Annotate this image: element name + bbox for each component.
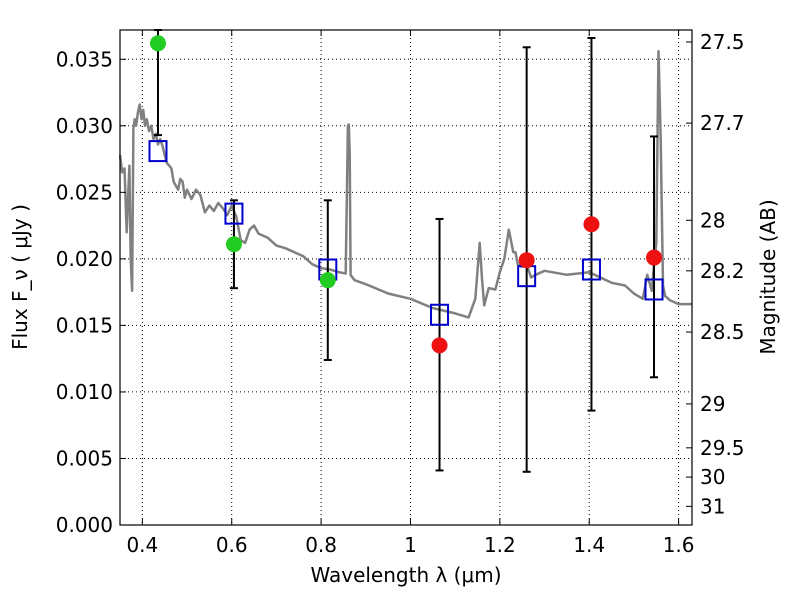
model-square: [148, 140, 168, 163]
right-tick-label: 29.5: [700, 436, 745, 460]
right-tick-label: 28.5: [700, 320, 745, 344]
right-magnitude-labels: 27.5 27.7 28 28.2 28.5 29 29.5 30 31: [700, 30, 745, 518]
model-square: [581, 258, 601, 281]
y-tick-label: 0.015: [56, 313, 113, 337]
green-point: [319, 272, 336, 289]
x-tick-label: 1: [404, 533, 417, 557]
red-point: [518, 252, 535, 269]
plot-frame: [119, 29, 693, 526]
red-point: [646, 249, 663, 266]
right-tick-label: 29: [700, 392, 725, 416]
red-point: [583, 216, 600, 233]
x-tick-labels: 0.4 0.6 0.8 1 1.2 1.4 1.6: [126, 533, 694, 557]
right-tick-label: 28.2: [700, 259, 745, 283]
y-tick-label: 0.025: [56, 180, 113, 204]
right-tick-label: 27.5: [700, 30, 745, 54]
right-tick-label: 27.7: [700, 111, 745, 135]
red-point: [431, 337, 448, 354]
y-axis-title: Flux F_ν ( μJy ): [8, 204, 32, 350]
right-axis-title: Magnitude (AB): [756, 199, 780, 354]
model-square: [224, 202, 244, 225]
sed-template-line: [118, 50, 692, 319]
x-tick-label: 1.6: [663, 533, 695, 557]
x-tick-label: 0.4: [126, 533, 158, 557]
right-tick-label: 31: [700, 494, 725, 518]
y-tick-label: 0.030: [56, 114, 113, 138]
model-square: [430, 303, 450, 326]
x-tick-label: 0.6: [216, 533, 248, 557]
y-tick-label: 0.010: [56, 380, 113, 404]
model-square: [644, 278, 664, 301]
y-tick-label: 0.005: [56, 446, 113, 470]
green-point: [149, 35, 166, 52]
x-tick-label: 1.2: [484, 533, 516, 557]
grid: [120, 30, 692, 526]
x-tick-label: 0.8: [305, 533, 337, 557]
axis-ticks: [120, 30, 692, 526]
y-tick-label: 0.020: [56, 247, 113, 271]
y-tick-label: 0.000: [56, 513, 113, 537]
x-axis-title: Wavelength λ (μm): [310, 563, 501, 587]
sed-template-layer: [118, 50, 692, 319]
green-point: [225, 236, 242, 253]
right-tick-label: 28: [700, 208, 725, 232]
y-tick-labels: 0.000 0.005 0.010 0.015 0.020 0.025 0.030 0.035: [56, 47, 113, 537]
y-tick-label: 0.035: [56, 47, 113, 71]
observed-points: [149, 35, 663, 354]
x-tick-label: 1.4: [573, 533, 605, 557]
right-tick-label: 30: [700, 465, 725, 489]
